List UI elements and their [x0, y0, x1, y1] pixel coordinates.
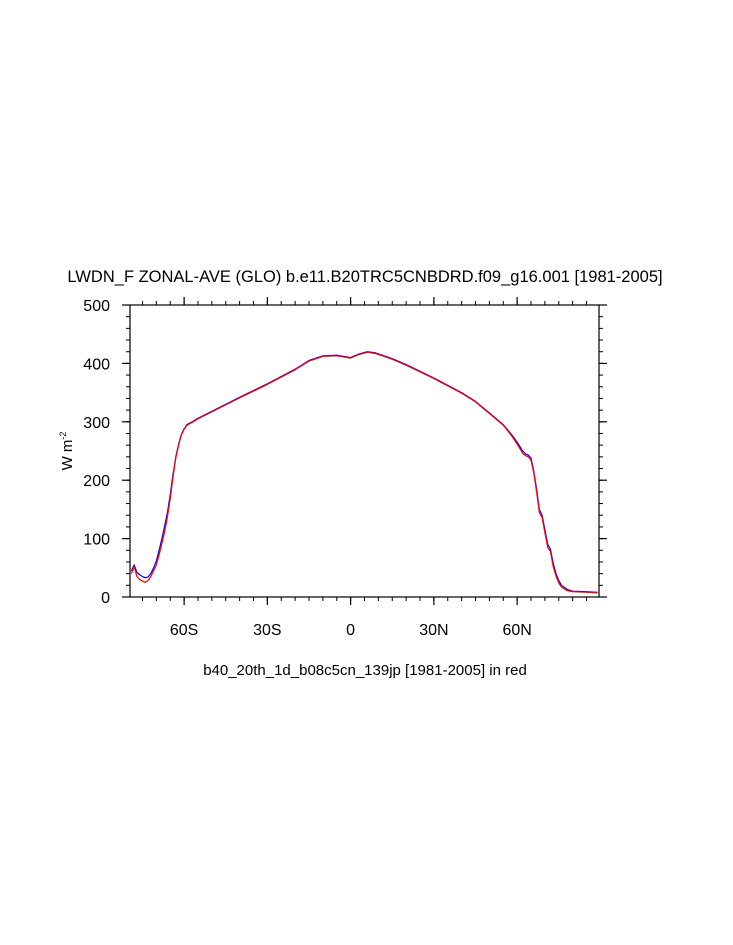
x-tick-label: 60N — [502, 622, 531, 639]
x-tick-label: 30N — [419, 622, 448, 639]
y-tick-label: 200 — [83, 473, 110, 490]
y-axis-label-exponent: -2 — [58, 432, 68, 440]
y-axis-label-text: W m — [59, 440, 76, 471]
x-tick-label: 60S — [170, 622, 198, 639]
minor-ticks — [126, 301, 603, 601]
major-ticks — [122, 297, 607, 605]
y-tick-label: 300 — [83, 415, 110, 432]
x-tick-label: 30S — [253, 622, 281, 639]
y-axis-label: W m-2 — [58, 432, 76, 471]
x-axis-label: b40_20th_1d_b08c5cn_139jp [1981-2005] in… — [203, 662, 527, 679]
x-tick-label: 0 — [346, 622, 355, 639]
plot-frame — [129, 304, 600, 598]
series-line-2 — [130, 351, 598, 594]
x-tick-labels: 60S 30S 0 30N 60N — [170, 622, 532, 639]
y-tick-label: 400 — [83, 356, 110, 373]
series-line-1 — [130, 351, 598, 593]
chart-title: LWDN_F ZONAL-AVE (GLO) b.e11.B20TRC5CNBD… — [67, 268, 662, 286]
y-tick-label: 500 — [83, 298, 110, 315]
y-tick-label: 100 — [83, 532, 110, 549]
y-tick-labels: 0 100 200 300 400 500 — [83, 298, 110, 607]
series-lines — [130, 351, 598, 594]
y-tick-label: 0 — [101, 590, 110, 607]
